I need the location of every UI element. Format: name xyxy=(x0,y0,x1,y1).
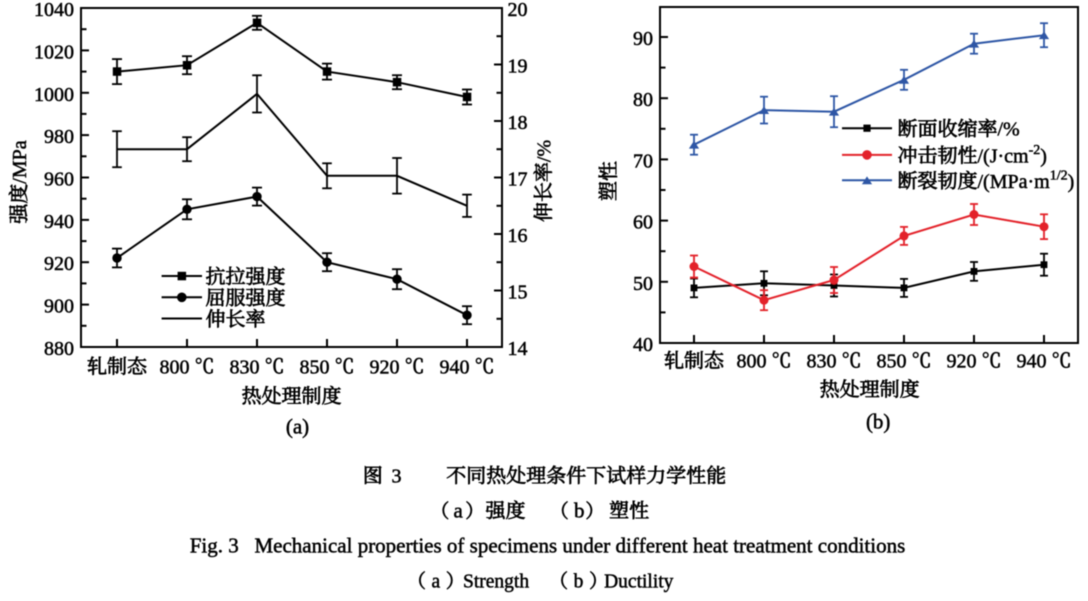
svg-text:920: 920 xyxy=(947,351,977,373)
svg-text:70: 70 xyxy=(633,150,653,172)
svg-text:a: a xyxy=(432,572,441,593)
svg-text:90: 90 xyxy=(633,28,653,50)
svg-text:920: 920 xyxy=(44,253,74,275)
svg-text:850: 850 xyxy=(300,356,330,378)
svg-text:Fig. 3 Mechanical properties: Fig. 3 Mechanical properties of specimen… xyxy=(190,534,906,558)
svg-text:15: 15 xyxy=(508,282,528,304)
svg-text:940: 940 xyxy=(1017,351,1047,373)
svg-text:Strength: Strength xyxy=(463,572,529,593)
svg-text:(b): (b) xyxy=(866,410,891,434)
svg-text:940: 940 xyxy=(440,356,470,378)
svg-text:/MPa: /MPa xyxy=(9,140,31,183)
svg-text:800: 800 xyxy=(160,356,190,378)
svg-text:14: 14 xyxy=(508,338,528,360)
svg-text:/%: /% xyxy=(998,119,1020,141)
svg-text:-2: -2 xyxy=(1029,143,1041,158)
svg-text:830: 830 xyxy=(230,356,260,378)
svg-text:920: 920 xyxy=(370,356,400,378)
svg-text:880: 880 xyxy=(44,338,74,360)
svg-text:b: b xyxy=(574,499,585,523)
svg-text:): ) xyxy=(1040,145,1047,167)
svg-text:16: 16 xyxy=(508,225,528,247)
svg-text:60: 60 xyxy=(633,212,653,234)
svg-text:1/2: 1/2 xyxy=(1050,168,1068,183)
svg-text:20: 20 xyxy=(508,0,528,21)
svg-text:/%: /% xyxy=(533,140,555,162)
svg-text:850: 850 xyxy=(877,351,907,373)
svg-text:980: 980 xyxy=(44,126,74,148)
svg-text:830: 830 xyxy=(807,351,837,373)
svg-text:/(MPa·m: /(MPa·m xyxy=(978,171,1051,193)
svg-text:1000: 1000 xyxy=(34,84,74,106)
svg-text:940: 940 xyxy=(44,211,74,233)
svg-text:50: 50 xyxy=(633,273,653,295)
svg-text:19: 19 xyxy=(508,56,528,78)
svg-text:b: b xyxy=(574,572,584,593)
svg-text:/(J·cm: /(J·cm xyxy=(978,145,1030,167)
svg-text:960: 960 xyxy=(44,169,74,191)
svg-text:1040: 1040 xyxy=(34,0,74,21)
svg-text:): ) xyxy=(1068,171,1075,193)
svg-text:80: 80 xyxy=(633,89,653,111)
svg-text:1020: 1020 xyxy=(34,41,74,63)
svg-text:900: 900 xyxy=(44,296,74,318)
svg-text:40: 40 xyxy=(633,334,653,356)
svg-text:a: a xyxy=(454,499,464,523)
svg-text:(a): (a) xyxy=(286,415,309,439)
svg-text:18: 18 xyxy=(508,112,528,134)
svg-text:3: 3 xyxy=(392,466,402,488)
svg-text:17: 17 xyxy=(508,169,528,191)
svg-text:Ductility: Ductility xyxy=(604,572,674,593)
svg-text:800: 800 xyxy=(737,351,767,373)
